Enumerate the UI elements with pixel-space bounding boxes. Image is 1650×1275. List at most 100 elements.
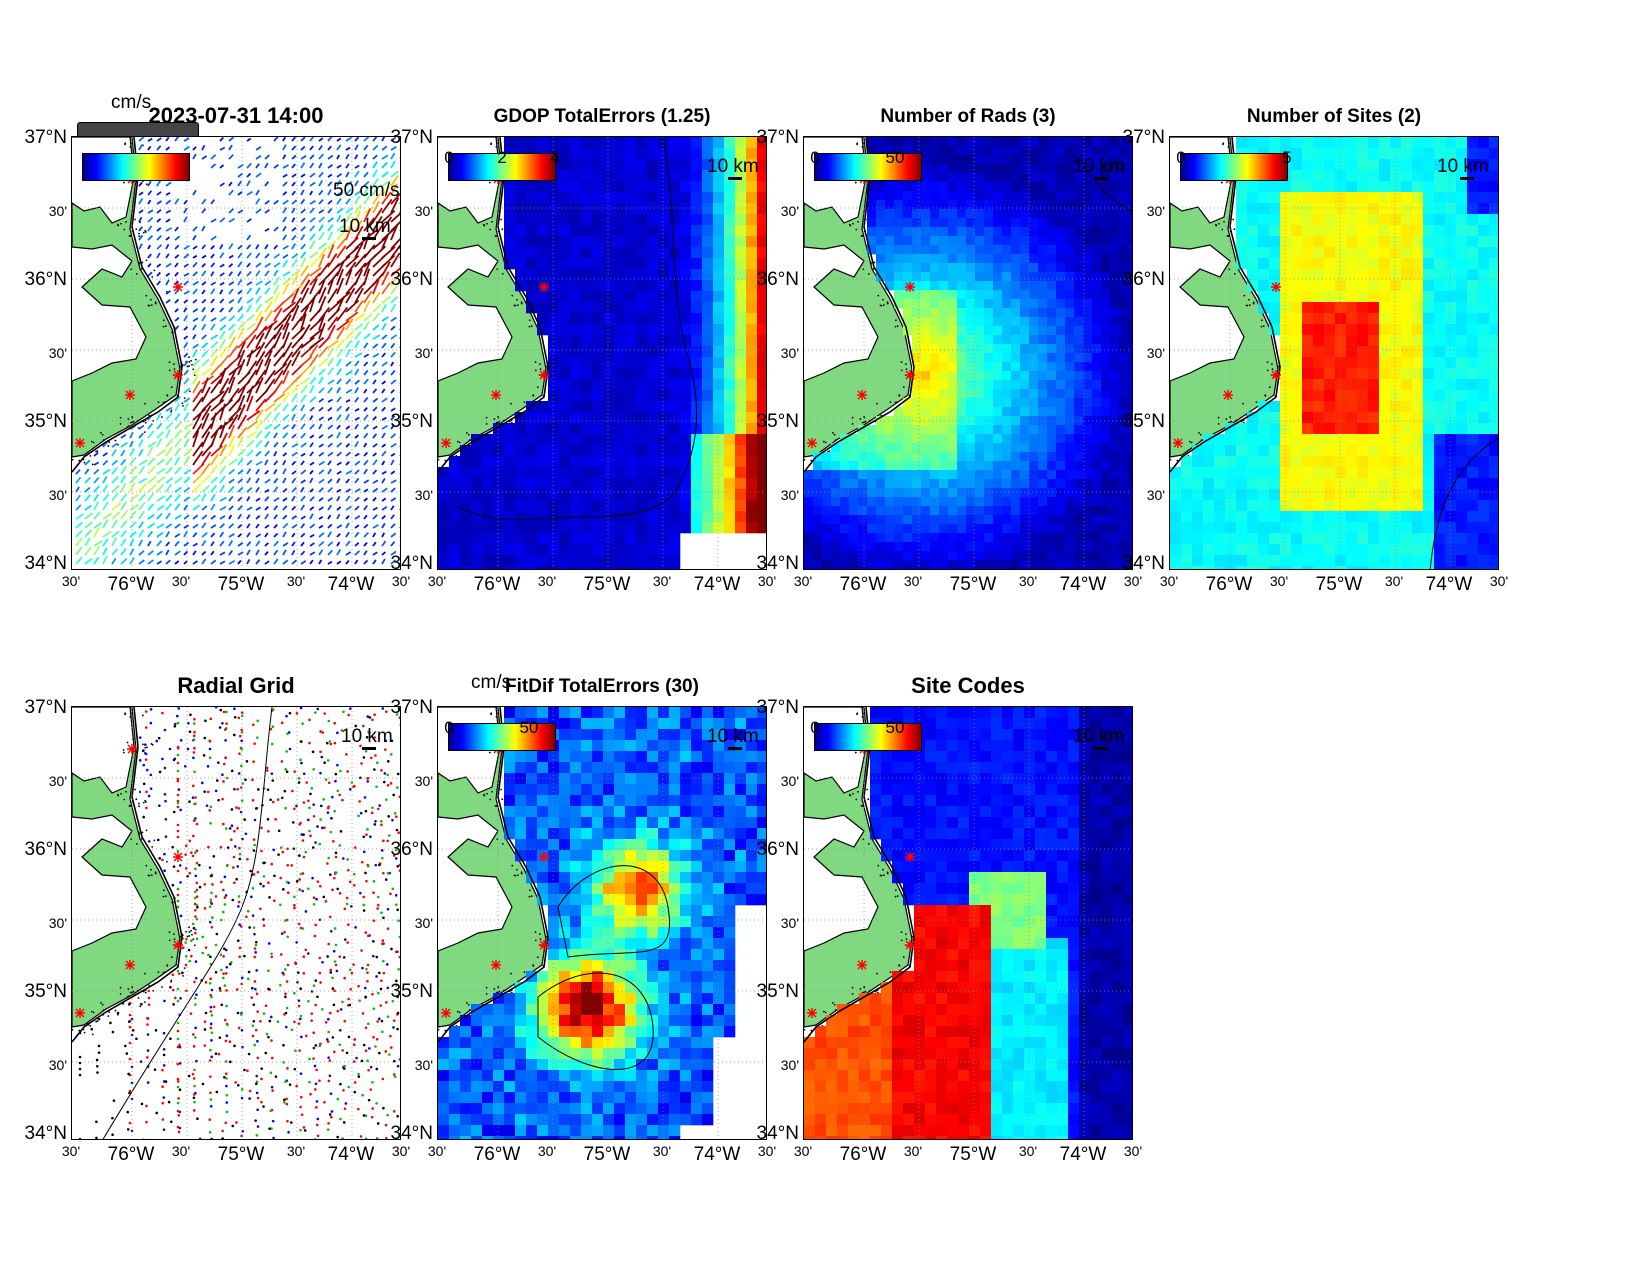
raster-cell	[1083, 173, 1093, 183]
raster-cell	[948, 146, 958, 156]
coast-dot	[863, 421, 865, 424]
raster-cell	[1092, 389, 1102, 399]
raster-cell	[1192, 500, 1204, 512]
site-marker	[905, 282, 915, 292]
raster-cell	[1110, 461, 1120, 471]
raster-cell	[1065, 443, 1075, 453]
raster-cell	[757, 313, 766, 325]
current-vector	[381, 246, 396, 259]
raster-cell	[471, 456, 483, 468]
current-vector	[354, 300, 364, 313]
raster-cell	[1074, 299, 1084, 309]
current-vector	[282, 216, 287, 223]
raster-cell	[537, 423, 549, 435]
raster-cell	[1092, 326, 1102, 336]
current-vector	[210, 154, 217, 160]
current-vector	[84, 558, 93, 565]
current-vector	[354, 441, 359, 448]
raster-cell	[1302, 335, 1314, 347]
raster-cell	[570, 533, 582, 545]
raster-cell	[438, 533, 450, 545]
raster-cell	[746, 225, 758, 237]
raster-cell	[1074, 452, 1084, 462]
current-vector	[237, 358, 246, 376]
raster-cell	[515, 533, 527, 545]
raster-cell	[680, 269, 692, 281]
current-vector	[210, 412, 217, 430]
raster-cell	[876, 200, 886, 210]
raster-cell	[1011, 380, 1021, 390]
raster-cell	[449, 478, 461, 490]
raster-cell	[658, 291, 670, 303]
raster-cell	[658, 225, 670, 237]
current-vector	[165, 541, 171, 547]
raster-cell	[1074, 353, 1084, 363]
raster-cell	[885, 560, 895, 569]
raster-cell	[702, 214, 714, 226]
raster-cell	[636, 192, 648, 204]
raster-cell	[702, 335, 714, 347]
current-vector	[192, 288, 198, 295]
raster-cell	[1247, 522, 1259, 534]
raster-cell	[1324, 456, 1336, 468]
current-vector	[345, 478, 350, 484]
raster-cell	[526, 236, 538, 248]
raster-cell	[1225, 456, 1237, 468]
current-vector	[354, 407, 360, 412]
current-vector	[264, 402, 276, 412]
raster-cell	[957, 317, 967, 327]
raster-cell	[449, 566, 461, 569]
current-vector	[381, 443, 387, 448]
raster-cell	[1110, 173, 1120, 183]
raster-cell	[1280, 412, 1292, 424]
current-vector	[399, 364, 400, 366]
raster-cell	[993, 371, 1003, 381]
current-vector	[273, 412, 280, 421]
current-vector	[372, 487, 379, 493]
raster-cell	[1128, 425, 1132, 435]
coast-dot	[491, 220, 493, 223]
raster-cell	[537, 181, 549, 193]
raster-cell	[993, 326, 1003, 336]
raster-cell	[1101, 560, 1111, 569]
current-vector	[138, 234, 144, 241]
raster-cell	[993, 569, 1002, 570]
raster-cell	[1258, 247, 1270, 259]
raster-cell	[1029, 335, 1039, 345]
raster-cell	[1324, 566, 1336, 569]
raster-cell	[603, 170, 615, 182]
raster-cell	[559, 137, 571, 149]
current-vector	[300, 532, 306, 538]
raster-cell	[975, 236, 985, 246]
raster-cell	[1038, 137, 1048, 147]
raster-cell	[1002, 344, 1012, 354]
current-vector	[345, 339, 353, 349]
current-vector	[129, 493, 139, 502]
current-vector	[390, 183, 399, 196]
raster-cell	[493, 489, 505, 501]
raster-cell	[1029, 182, 1039, 192]
raster-cell	[449, 533, 461, 545]
current-vector	[246, 369, 258, 385]
raster-cell	[1346, 258, 1358, 270]
current-vector	[165, 279, 170, 286]
current-vector	[354, 262, 367, 277]
raster-cell	[559, 434, 571, 446]
raster-cell	[912, 461, 922, 471]
raster-cell	[757, 467, 766, 479]
raster-cell	[885, 245, 895, 255]
raster-cell	[603, 137, 615, 149]
current-vector	[129, 475, 138, 484]
raster-cell	[438, 566, 450, 569]
raster-cell	[1092, 308, 1102, 318]
current-vector	[84, 512, 94, 520]
raster-cell	[1011, 335, 1021, 345]
raster-cell	[559, 324, 571, 336]
raster-cell	[804, 515, 814, 525]
current-vector	[327, 277, 335, 295]
current-vector	[156, 227, 162, 232]
raster-cell	[603, 291, 615, 303]
current-vector	[300, 226, 306, 232]
current-vector	[147, 475, 157, 484]
current-vector	[255, 163, 260, 169]
